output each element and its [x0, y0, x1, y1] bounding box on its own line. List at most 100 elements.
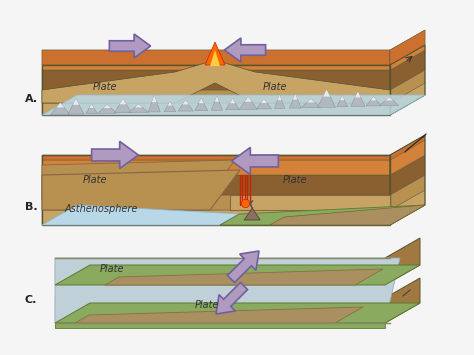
Polygon shape	[73, 99, 79, 105]
Polygon shape	[256, 99, 272, 109]
Polygon shape	[199, 98, 204, 103]
Polygon shape	[119, 99, 127, 104]
Polygon shape	[167, 102, 172, 105]
Polygon shape	[390, 30, 425, 65]
Polygon shape	[51, 103, 70, 115]
Polygon shape	[351, 92, 365, 106]
Polygon shape	[42, 195, 390, 210]
Text: Asthenosphere: Asthenosphere	[65, 204, 138, 214]
Polygon shape	[230, 195, 390, 210]
Polygon shape	[103, 105, 111, 108]
Polygon shape	[390, 155, 425, 195]
Polygon shape	[42, 50, 390, 65]
Polygon shape	[390, 135, 425, 160]
Polygon shape	[385, 97, 393, 100]
Polygon shape	[75, 307, 363, 323]
Polygon shape	[239, 97, 257, 109]
Polygon shape	[109, 34, 151, 58]
Polygon shape	[293, 94, 298, 100]
Polygon shape	[55, 265, 420, 285]
Polygon shape	[68, 99, 84, 114]
Polygon shape	[355, 92, 361, 98]
Polygon shape	[270, 205, 425, 225]
Polygon shape	[318, 89, 336, 107]
Polygon shape	[337, 96, 348, 107]
Text: C.: C.	[25, 295, 37, 305]
Polygon shape	[390, 175, 425, 210]
Polygon shape	[56, 103, 64, 108]
Polygon shape	[366, 97, 381, 106]
Polygon shape	[390, 50, 425, 90]
Polygon shape	[390, 190, 425, 225]
Polygon shape	[182, 100, 189, 104]
Polygon shape	[371, 97, 376, 100]
Polygon shape	[91, 141, 138, 169]
Polygon shape	[205, 42, 225, 65]
Text: Plate: Plate	[83, 175, 107, 185]
Polygon shape	[55, 303, 420, 323]
Polygon shape	[42, 205, 239, 225]
Polygon shape	[290, 94, 301, 108]
Polygon shape	[261, 99, 267, 103]
Polygon shape	[105, 269, 383, 285]
Polygon shape	[226, 99, 239, 110]
Polygon shape	[55, 258, 400, 323]
Polygon shape	[232, 147, 278, 175]
Text: Plate: Plate	[100, 264, 125, 274]
Polygon shape	[148, 95, 160, 112]
Polygon shape	[55, 298, 385, 323]
Polygon shape	[42, 50, 390, 70]
Polygon shape	[164, 102, 176, 111]
Text: B.: B.	[25, 202, 37, 212]
Polygon shape	[42, 95, 425, 115]
Polygon shape	[228, 251, 259, 283]
Polygon shape	[42, 170, 240, 210]
Text: Plate: Plate	[283, 175, 307, 185]
Polygon shape	[42, 175, 390, 195]
Polygon shape	[42, 160, 390, 175]
Polygon shape	[323, 89, 330, 97]
Polygon shape	[89, 104, 94, 108]
Polygon shape	[42, 90, 390, 103]
Polygon shape	[277, 94, 282, 100]
Polygon shape	[55, 258, 385, 285]
Polygon shape	[340, 96, 345, 100]
Polygon shape	[211, 96, 223, 110]
Polygon shape	[215, 96, 219, 102]
Polygon shape	[245, 97, 252, 102]
Polygon shape	[244, 208, 260, 220]
Polygon shape	[178, 100, 193, 111]
Polygon shape	[195, 98, 208, 111]
Polygon shape	[42, 210, 390, 225]
Polygon shape	[86, 104, 97, 114]
Polygon shape	[42, 155, 390, 160]
Polygon shape	[307, 99, 315, 103]
Text: A.: A.	[25, 94, 38, 104]
Polygon shape	[390, 30, 425, 70]
Polygon shape	[390, 83, 425, 115]
Polygon shape	[42, 103, 390, 115]
Text: Plate: Plate	[263, 82, 287, 92]
Text: Plate: Plate	[195, 300, 219, 310]
Polygon shape	[385, 238, 420, 285]
Polygon shape	[42, 70, 390, 90]
Polygon shape	[230, 99, 235, 103]
Polygon shape	[152, 95, 157, 102]
Polygon shape	[55, 323, 385, 328]
Text: Plate: Plate	[93, 82, 117, 92]
Polygon shape	[210, 50, 220, 66]
Polygon shape	[301, 99, 320, 108]
Polygon shape	[55, 285, 385, 290]
Polygon shape	[129, 104, 148, 112]
Polygon shape	[42, 160, 235, 200]
Polygon shape	[220, 205, 425, 225]
Polygon shape	[216, 283, 247, 314]
Polygon shape	[224, 38, 265, 62]
Polygon shape	[98, 105, 117, 113]
Polygon shape	[114, 99, 131, 113]
Polygon shape	[135, 104, 143, 108]
Polygon shape	[390, 140, 425, 175]
Polygon shape	[390, 70, 425, 103]
Polygon shape	[380, 97, 399, 105]
Polygon shape	[274, 94, 285, 109]
